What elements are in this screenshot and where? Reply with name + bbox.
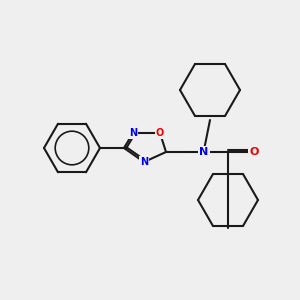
Text: O: O (249, 147, 259, 157)
Text: N: N (200, 147, 208, 157)
Text: N: N (140, 157, 148, 167)
Text: O: O (156, 128, 164, 138)
Text: N: N (129, 128, 137, 138)
